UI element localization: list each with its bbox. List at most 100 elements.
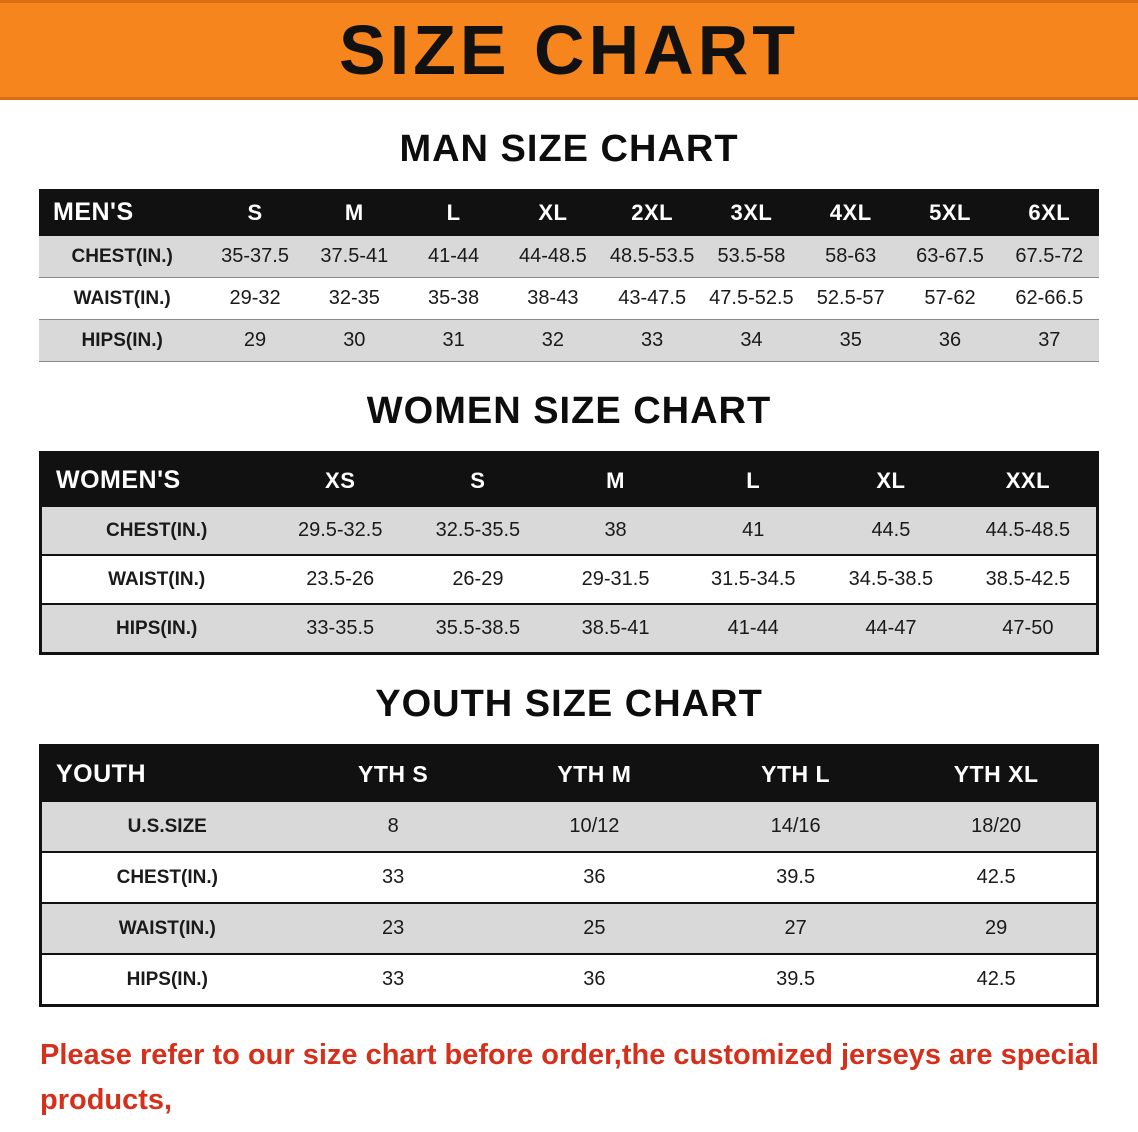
size-value-cell: 29 (243, 329, 267, 351)
size-value-cell: 43-47.5 (618, 287, 687, 309)
size-value-cell: 39.5 (776, 866, 816, 888)
size-value-cell: 63-67.5 (916, 245, 984, 267)
size-value-cell: 30 (343, 329, 366, 351)
row-label-cell: WAIST(IN.) (108, 568, 206, 590)
size-value-cell: 47.5-52.5 (709, 287, 794, 309)
footer-note-line2: we don't accept cancel, change, teturn o… (40, 1123, 1138, 1132)
size-value-cell: 41 (742, 519, 765, 541)
size-value-cell: 41-44 (428, 245, 480, 267)
size-column-header: L (446, 199, 461, 225)
size-value-cell: 42.5 (976, 866, 1016, 888)
size-value-cell: 27 (784, 917, 807, 939)
size-value-cell: 34.5-38.5 (848, 568, 934, 590)
size-value-cell: 44-48.5 (518, 245, 587, 267)
size-value-cell: 35 (839, 329, 862, 351)
size-column-header: L (746, 467, 761, 493)
row-label-cell: CHEST(IN.) (71, 245, 173, 267)
women-size-table: WOMEN'S XS S M L XL XXL CHEST(IN.) 29.5-32.5 32.5… (39, 451, 1099, 655)
size-value-cell: 35-37.5 (221, 245, 289, 267)
size-value-cell: 32-35 (328, 287, 380, 309)
row-label-cell: WAIST(IN.) (118, 917, 216, 939)
footer-note-line1: Please refer to our size chart before or… (40, 1039, 1099, 1116)
table-row: U.S.SIZE 8 10/12 14/16 18/20 (40, 802, 1098, 852)
size-value-cell: 8 (387, 815, 399, 837)
size-value-cell: 39.5 (776, 968, 816, 990)
size-value-cell: 62-66.5 (1015, 287, 1084, 309)
size-value-cell: 37.5-41 (320, 245, 389, 267)
size-value-cell: 32.5-35.5 (435, 519, 521, 541)
table-row: HIPS(IN.) 29 30 31 32 33 34 35 36 37 (39, 319, 1099, 362)
row-label-cell: CHEST(IN.) (116, 866, 218, 888)
size-value-cell: 29.5-32.5 (297, 519, 383, 541)
size-column-header: S (470, 467, 486, 493)
size-value-cell: 47-50 (1002, 617, 1054, 639)
size-value-cell: 44.5-48.5 (985, 519, 1071, 541)
size-value-cell: 31 (442, 329, 465, 351)
size-column-header: YTH S (358, 761, 429, 787)
size-value-cell: 36 (938, 329, 962, 351)
size-value-cell: 37 (1038, 329, 1061, 351)
row-label-cell: CHEST(IN.) (106, 519, 208, 541)
size-value-cell: 29 (984, 917, 1008, 939)
table-row: HIPS(IN.) 33-35.5 35.5-38.5 38.5-41 41-44 44-… (40, 604, 1098, 654)
size-value-cell: 58-63 (825, 245, 877, 267)
size-value-cell: 38.5-41 (581, 617, 650, 639)
table-row: WAIST(IN.) 23.5-26 26-29 29-31.5 31.5-34.5 34… (40, 555, 1098, 604)
row-label-cell: HIPS(IN.) (116, 617, 198, 639)
size-value-cell: 32 (541, 329, 564, 351)
men-size-table: MEN'S S M L XL 2XL 3XL 4XL 5XL 6XL CHEST(IN.) 35-37… (39, 189, 1099, 362)
table-header-row: YOUTH YTH S YTH M YTH L YTH XL (40, 745, 1098, 802)
men-section-heading: MAN SIZE CHART (399, 128, 739, 170)
size-column-header: M (344, 199, 364, 225)
table-title-cell: MEN'S (53, 198, 134, 226)
size-column-header: XL (538, 199, 568, 225)
size-value-cell: 14/16 (770, 815, 821, 837)
size-column-header: M (606, 467, 625, 493)
table-row: CHEST(IN.) 33 36 39.5 42.5 (40, 852, 1098, 903)
size-value-cell: 10/12 (569, 815, 620, 837)
size-column-header: XXL (1005, 467, 1051, 493)
size-value-cell: 33 (382, 866, 405, 888)
footer-note: Please refer to our size chart before or… (40, 1033, 1138, 1132)
size-value-cell: 36 (583, 866, 606, 888)
size-value-cell: 67.5-72 (1015, 245, 1084, 267)
women-section-heading: WOMEN SIZE CHART (366, 390, 772, 432)
size-column-header: 5XL (929, 199, 971, 225)
table-header-row: MEN'S S M L XL 2XL 3XL 4XL 5XL 6XL (39, 189, 1099, 236)
size-value-cell: 33-35.5 (306, 617, 375, 639)
size-column-header: XL (876, 467, 906, 493)
size-column-header: 3XL (730, 199, 773, 225)
size-value-cell: 34 (740, 329, 763, 351)
size-column-header: YTH M (557, 761, 632, 787)
size-value-cell: 25 (583, 917, 606, 939)
size-value-cell: 38.5-42.5 (985, 568, 1071, 590)
size-value-cell: 29-32 (229, 287, 281, 309)
size-column-header: 4XL (829, 199, 872, 225)
row-label-cell: HIPS(IN.) (81, 329, 163, 351)
row-label-cell: WAIST(IN.) (73, 287, 171, 309)
size-column-header: S (247, 199, 263, 225)
size-value-cell: 26-29 (452, 568, 504, 590)
size-value-cell: 35.5-38.5 (435, 617, 521, 639)
table-row: HIPS(IN.) 33 36 39.5 42.5 (40, 954, 1098, 1006)
row-label-cell: U.S.SIZE (127, 815, 207, 837)
table-row: CHEST(IN.) 35-37.5 37.5-41 41-44 44-48.5 48.5… (39, 236, 1099, 278)
size-value-cell: 48.5-53.5 (609, 245, 695, 267)
size-value-cell: 42.5 (976, 968, 1016, 990)
youth-section-heading: YOUTH SIZE CHART (375, 683, 763, 725)
size-column-header: XS (325, 467, 356, 493)
table-header-row: WOMEN'S XS S M L XL XXL (40, 452, 1098, 507)
size-value-cell: 57-62 (924, 287, 976, 309)
size-value-cell: 38-43 (527, 287, 579, 309)
youth-size-table: YOUTH YTH S YTH M YTH L YTH XL U.S.SIZE 8 10/12… (39, 744, 1099, 1007)
size-value-cell: 36 (583, 968, 606, 990)
size-value-cell: 44.5 (871, 519, 911, 541)
size-value-cell: 44-47 (865, 617, 917, 639)
size-column-header: 6XL (1028, 199, 1071, 225)
size-value-cell: 35-38 (428, 287, 480, 309)
size-value-cell: 31.5-34.5 (710, 568, 796, 590)
size-value-cell: 33 (641, 329, 664, 351)
size-value-cell: 18/20 (971, 815, 1022, 837)
banner-title: SIZE CHART (339, 11, 799, 89)
